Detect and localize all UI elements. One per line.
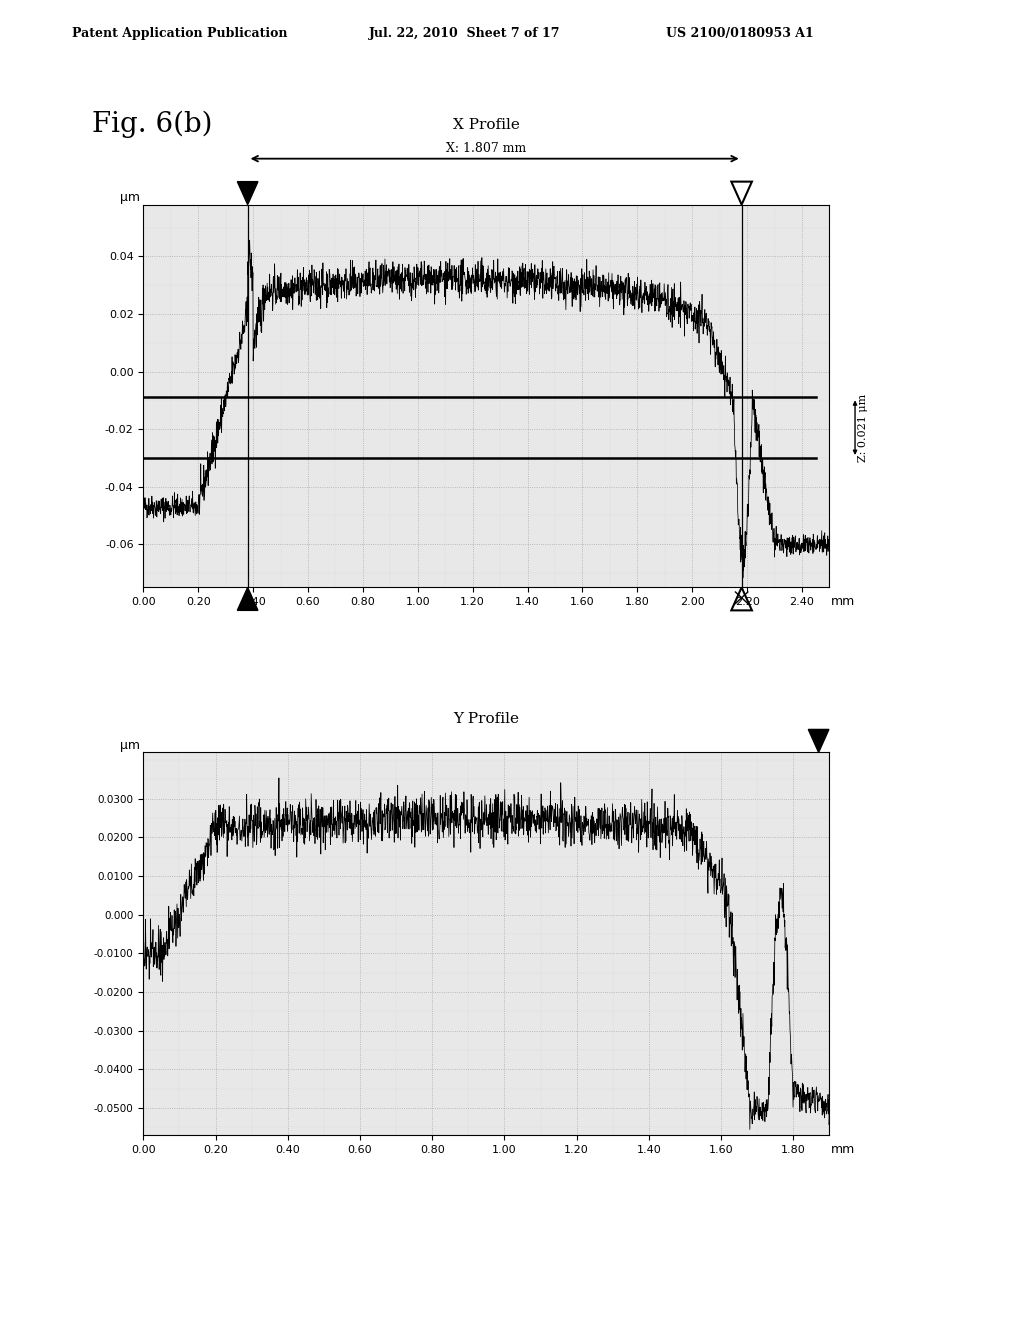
- Text: Jul. 22, 2010  Sheet 7 of 17: Jul. 22, 2010 Sheet 7 of 17: [369, 26, 560, 40]
- Text: mm: mm: [830, 595, 855, 609]
- Polygon shape: [238, 182, 258, 205]
- Text: X: 1.807 mm: X: 1.807 mm: [446, 141, 526, 154]
- Text: mm: mm: [830, 1143, 855, 1156]
- Polygon shape: [238, 587, 258, 610]
- Text: Fig. 6(b): Fig. 6(b): [92, 111, 213, 139]
- Text: US 2100/0180953 A1: US 2100/0180953 A1: [666, 26, 813, 40]
- Text: X Profile: X Profile: [453, 117, 520, 132]
- Text: μm: μm: [120, 191, 140, 203]
- Polygon shape: [808, 730, 828, 752]
- Text: Patent Application Publication: Patent Application Publication: [72, 26, 287, 40]
- Text: μm: μm: [120, 739, 140, 751]
- Text: Z: 0.021 μm: Z: 0.021 μm: [858, 393, 868, 462]
- Text: Y Profile: Y Profile: [454, 711, 519, 726]
